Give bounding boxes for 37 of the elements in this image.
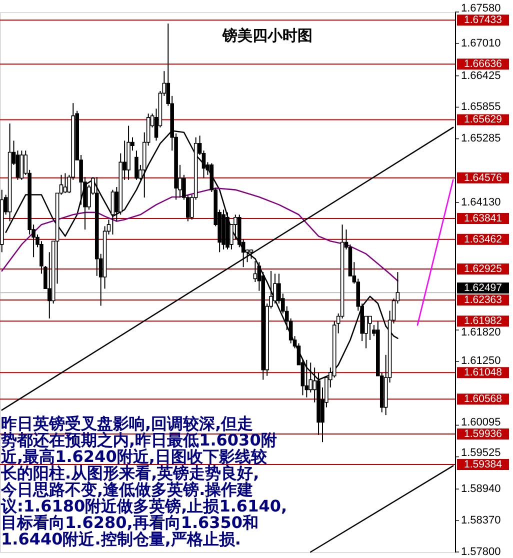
y-tick-label: 1.67010 bbox=[461, 37, 501, 50]
ref-line-label: 1.63462 bbox=[464, 233, 502, 246]
candlestick bbox=[273, 273, 277, 304]
ref-line-label: 1.61982 bbox=[464, 315, 502, 328]
y-tick-label: 1.59525 bbox=[461, 447, 501, 460]
y-tick-label: 1.60095 bbox=[461, 416, 501, 429]
ref-line-label: 1.67433 bbox=[464, 14, 502, 26]
y-tick-label: 1.58370 bbox=[461, 514, 501, 527]
annotation: 昨日英镑受叉盘影响,回调较深,但走势都还在预期之内,昨日最低1.6030附近,最高1.6240附近,日图收下影线较长的阳柱.从图形来看,英镑走势良好,今日思路不变,逢低做多英镑.操作建议:1.6180附近做多英镑,止损1.6140,目标看向1.6280,再看向1.6350和1.6440附近.控制仓量,严格止损. bbox=[0, 414, 288, 548]
ref-line-label: 1.62363 bbox=[464, 294, 502, 306]
ref-line-label: 1.64576 bbox=[464, 172, 502, 184]
y-tick-label: 1.67580 bbox=[461, 2, 501, 15]
y-tick-label: 1.61250 bbox=[461, 355, 501, 368]
ref-line-label: 1.59384 bbox=[464, 458, 502, 471]
candlestick bbox=[110, 189, 115, 236]
y-tick-label: 1.64130 bbox=[461, 196, 501, 208]
candlestick bbox=[368, 316, 372, 340]
ref-line-label: 1.66636 bbox=[464, 58, 502, 70]
ref-line-label: 1.63841 bbox=[464, 212, 502, 224]
y-tick-label: 1.66425 bbox=[461, 70, 501, 82]
candlestick bbox=[253, 260, 258, 282]
ref-line-label: 1.62925 bbox=[464, 263, 502, 276]
y-tick-label: 1.57800 bbox=[461, 546, 501, 558]
y-tick-label: 1.61820 bbox=[461, 326, 501, 339]
ref-line-label: 1.60568 bbox=[464, 393, 502, 406]
y-tick-label: 1.65285 bbox=[461, 132, 501, 145]
y-tick-label: 1.58940 bbox=[461, 483, 501, 496]
candlestick bbox=[134, 150, 138, 180]
ref-line-label: 1.62497 bbox=[464, 282, 502, 294]
line-series bbox=[1, 187, 398, 282]
candlestick bbox=[20, 150, 24, 180]
text: 镑美四小时图 bbox=[222, 26, 312, 45]
ref-line-label: 1.65629 bbox=[464, 114, 502, 126]
ref-line-label: 1.61048 bbox=[464, 366, 502, 379]
ref-line-label: 1.59936 bbox=[464, 428, 502, 440]
candlestick bbox=[63, 172, 68, 194]
y-tick-label: 1.65855 bbox=[461, 101, 501, 114]
